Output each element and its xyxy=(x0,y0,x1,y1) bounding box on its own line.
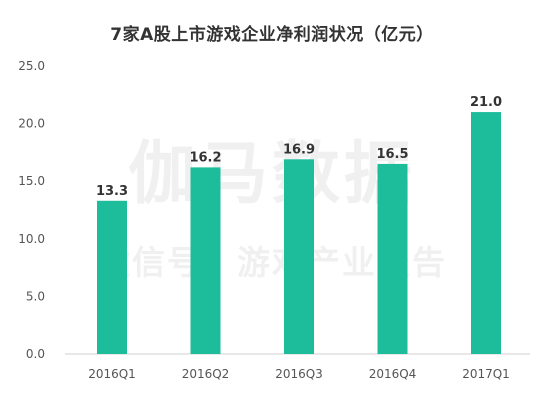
bar xyxy=(377,163,408,354)
y-tick-label: 10.0 xyxy=(18,232,45,246)
x-tick-label: 2017Q1 xyxy=(462,367,510,381)
bar xyxy=(190,167,221,354)
value-label: 16.9 xyxy=(283,142,315,157)
y-tick-label: 5.0 xyxy=(26,289,45,303)
y-tick-label: 0.0 xyxy=(26,347,45,361)
y-tick-label: 20.0 xyxy=(18,117,45,131)
value-label: 13.3 xyxy=(96,184,128,199)
x-tick-label: 2016Q3 xyxy=(275,367,323,381)
x-tick-label: 2016Q4 xyxy=(369,367,417,381)
value-label: 16.5 xyxy=(376,147,408,162)
value-label: 21.0 xyxy=(470,95,502,110)
x-tick-label: 2016Q2 xyxy=(182,367,230,381)
y-tick-label: 15.0 xyxy=(18,174,45,188)
value-labels-group: 13.3 16.2 16.9 16.5 21.0 xyxy=(96,95,502,199)
bar xyxy=(97,200,127,354)
chart-title: 7家A股上市游戏企业净利润状况（亿元） xyxy=(110,25,434,45)
x-tick-label: 2016Q1 xyxy=(88,367,136,381)
bar xyxy=(284,159,314,354)
bars-group xyxy=(97,112,501,354)
y-tick-label: 25.0 xyxy=(18,59,45,73)
y-axis-tick-labels: 0.0 5.0 10.0 15.0 20.0 25.0 xyxy=(18,59,45,361)
x-axis-tick-labels: 2016Q1 2016Q2 2016Q3 2016Q4 2017Q1 xyxy=(88,367,510,381)
value-label: 16.2 xyxy=(189,150,221,165)
bar xyxy=(471,112,501,354)
